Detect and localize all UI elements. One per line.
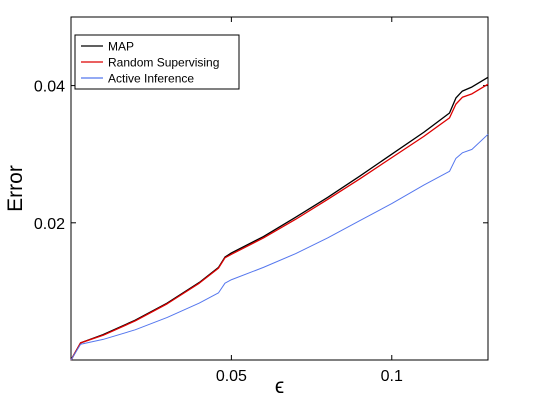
legend-entry: MAP <box>108 40 134 54</box>
x-tick-label: 0.1 <box>381 368 403 385</box>
x-axis-label: ϵ <box>275 375 284 398</box>
axis-labels: ϵ Error <box>4 165 284 398</box>
series-line-random-supervising <box>70 83 489 361</box>
series-lines <box>70 76 489 361</box>
legend-entry: Random Supervising <box>108 56 219 70</box>
y-tick-label: 0.02 <box>34 216 65 233</box>
series-line-active-inference <box>70 133 489 361</box>
legend: MAP Random Supervising Active Inference <box>74 34 240 90</box>
legend-entry: Active Inference <box>108 72 194 86</box>
y-tick-label: 0.04 <box>34 79 65 96</box>
x-tick-label: 0.05 <box>216 368 247 385</box>
axis-ticks: 0.05 0.1 0.02 0.04 <box>34 17 488 385</box>
y-axis-label: Error <box>4 165 27 212</box>
